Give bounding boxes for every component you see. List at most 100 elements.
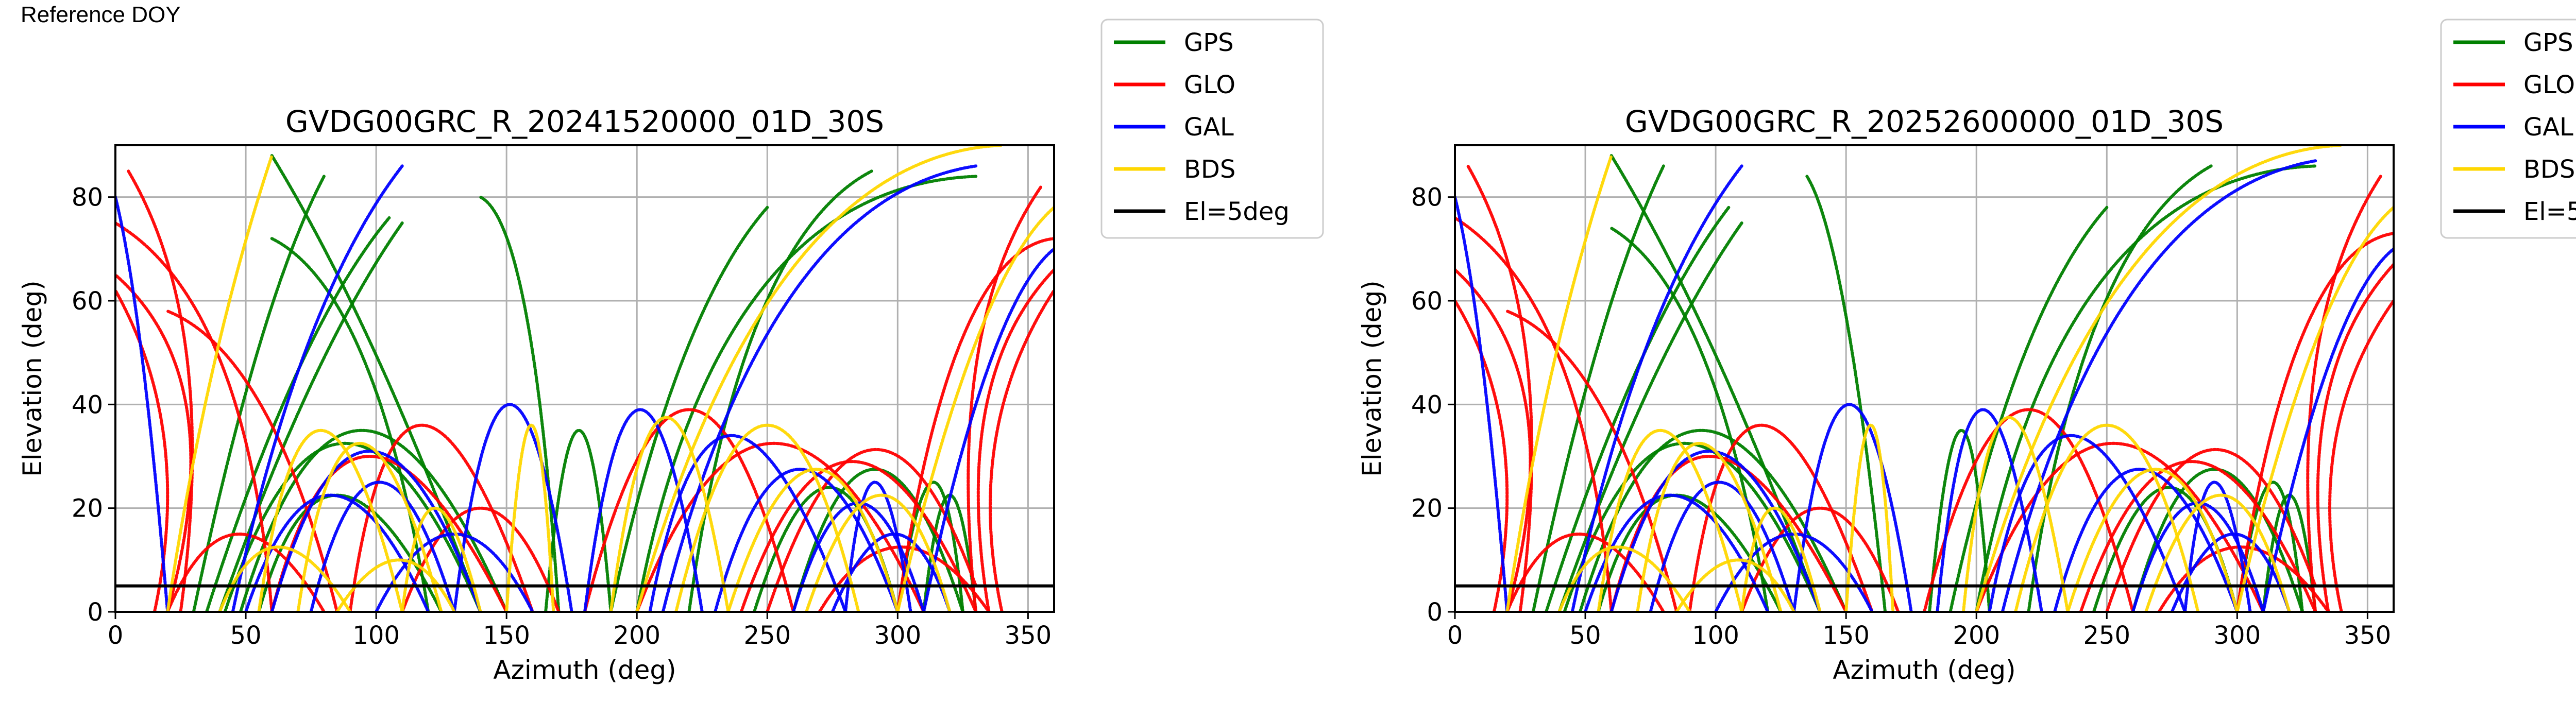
- track-bds: [635, 145, 1004, 612]
- y-tick-label: 60: [1411, 287, 1443, 316]
- chart-title: GVDG00GRC_R_20252600000_01D_30S: [1625, 104, 2224, 139]
- track-gal: [309, 481, 456, 612]
- track-gal: [791, 501, 925, 612]
- track-glo: [739, 460, 978, 612]
- track-gal: [1649, 481, 1795, 612]
- skyplot-chart-right: 0 50 100 150 200 250 300 350 0 20 40 60 80 GVDG00GRC_…: [1357, 19, 2576, 685]
- track-glo: [2328, 299, 2394, 612]
- y-tick-label: 20: [72, 494, 103, 523]
- track-bds: [1844, 423, 1895, 612]
- track-gps: [791, 468, 964, 612]
- track-glo: [400, 506, 561, 612]
- track-glo: [2306, 175, 2382, 612]
- legend-box: [1100, 19, 1324, 239]
- track-glo: [988, 288, 1054, 612]
- series-glo: [1455, 164, 2394, 612]
- track-gps: [2131, 468, 2304, 612]
- reference-doy-label: Reference DOY: [21, 2, 181, 27]
- track-glo: [115, 273, 193, 612]
- x-tick-label: 100: [1692, 621, 1739, 650]
- y-axis-label: Elevation (deg): [1357, 280, 1387, 476]
- track-bds: [896, 205, 1054, 612]
- y-tick-label: 0: [1427, 598, 1443, 627]
- track-gps: [1609, 154, 1822, 612]
- track-bds: [726, 468, 900, 612]
- track-bds: [2066, 468, 2239, 612]
- track-bds: [218, 545, 352, 612]
- x-tick-label: 200: [613, 621, 660, 650]
- track-glo: [1455, 216, 1613, 612]
- x-axis-label: Azimuth (deg): [493, 655, 676, 685]
- track-bds: [166, 154, 274, 612]
- x-tick-label: 50: [230, 621, 262, 650]
- track-bds: [2144, 493, 2291, 612]
- track-gps: [609, 205, 769, 612]
- x-tick-label: 300: [2214, 621, 2261, 650]
- track-glo: [1455, 299, 1509, 612]
- track-bds: [674, 423, 860, 612]
- track-glo: [127, 169, 194, 612]
- track-glo: [348, 423, 534, 612]
- track-gal: [2131, 501, 2265, 612]
- track-gal: [2261, 247, 2394, 612]
- track-glo: [1466, 164, 1534, 612]
- track-glo: [115, 221, 274, 612]
- track-gps: [1563, 441, 1822, 612]
- x-tick-label: 100: [352, 621, 400, 650]
- y-tick-label: 60: [72, 287, 103, 316]
- track-gps: [270, 154, 482, 612]
- axes-frame: [1454, 144, 2395, 613]
- track-bds: [1740, 506, 1822, 612]
- y-tick-label: 40: [72, 390, 103, 419]
- track-gal: [1609, 449, 1822, 612]
- x-tick-label: 250: [2083, 621, 2130, 650]
- track-gps: [192, 175, 326, 612]
- x-tick-label: 0: [1447, 621, 1463, 650]
- track-glo: [1688, 423, 1874, 612]
- track-gal: [452, 403, 573, 612]
- track-gal: [648, 434, 848, 612]
- series-gal: [1455, 159, 2394, 612]
- y-tick-label: 0: [87, 598, 103, 627]
- x-tick-label: 300: [874, 621, 922, 650]
- track-glo: [1740, 506, 1900, 612]
- track-glo: [2316, 263, 2394, 612]
- legend-label-4: El=5deg: [2523, 197, 2576, 226]
- track-glo: [976, 268, 1054, 612]
- satellite-tracks: [115, 145, 1054, 612]
- track-gal: [844, 481, 912, 612]
- y-tick-label: 80: [1411, 183, 1443, 212]
- track-gal: [583, 408, 704, 612]
- track-glo: [967, 185, 1043, 612]
- track-gal: [2053, 468, 2239, 612]
- track-bds: [1975, 145, 2343, 612]
- x-tick-label: 350: [2344, 621, 2392, 650]
- track-bds: [1505, 154, 1613, 612]
- track-gps: [223, 441, 482, 612]
- track-bds: [2014, 423, 2200, 612]
- track-bds: [1597, 428, 1743, 612]
- track-gal: [1936, 408, 2043, 612]
- track-glo: [896, 237, 1054, 612]
- x-tick-label: 0: [108, 621, 124, 650]
- y-tick-label: 80: [72, 183, 103, 212]
- track-glo: [1975, 441, 2265, 612]
- x-axis-label: Azimuth (deg): [1833, 655, 2015, 685]
- track-bds: [257, 428, 404, 612]
- legend-label-2: GAL: [1184, 113, 1234, 142]
- track-gps: [1928, 428, 1991, 612]
- legend-label-3: BDS: [1184, 155, 1235, 184]
- y-tick-label: 20: [1411, 494, 1443, 523]
- track-bds: [805, 493, 952, 612]
- track-glo: [1455, 268, 1532, 612]
- track-bds: [1636, 441, 1783, 612]
- legend-label-0: GPS: [1184, 28, 1234, 57]
- track-gps: [1531, 164, 1665, 612]
- x-tick-label: 250: [743, 621, 791, 650]
- track-bds: [296, 441, 443, 612]
- track-gal: [2183, 481, 2252, 612]
- x-tick-label: 50: [1570, 621, 1601, 650]
- track-glo: [166, 532, 326, 612]
- track-gps: [1948, 205, 2109, 612]
- track-gal: [115, 195, 170, 612]
